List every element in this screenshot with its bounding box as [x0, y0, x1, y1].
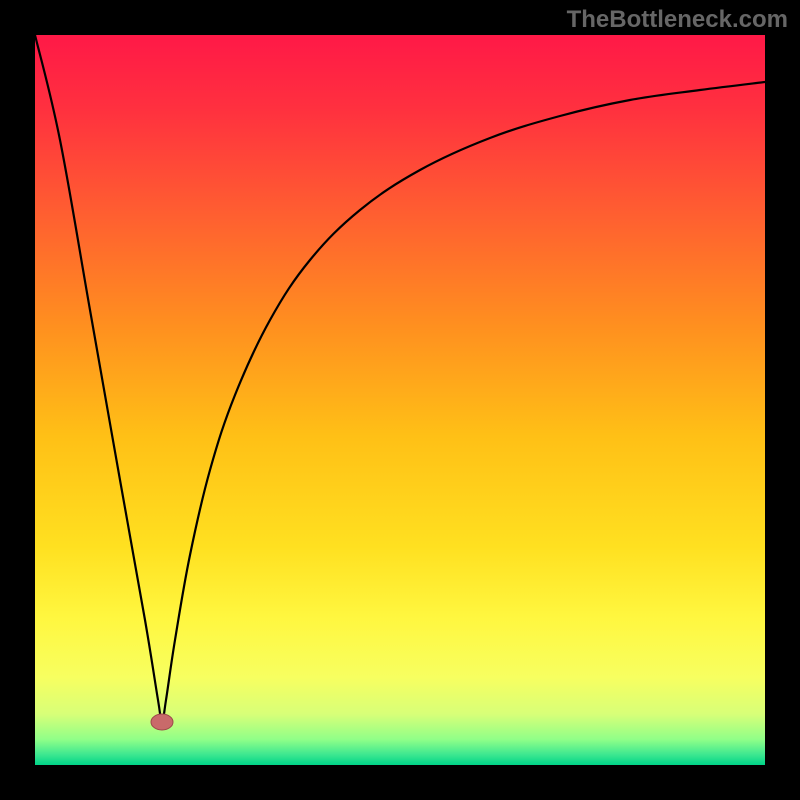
gradient-background — [35, 35, 765, 765]
plot-svg — [35, 35, 765, 765]
plot-area — [35, 35, 765, 765]
optimal-point-marker — [151, 714, 173, 730]
watermark-text: TheBottleneck.com — [567, 6, 788, 34]
